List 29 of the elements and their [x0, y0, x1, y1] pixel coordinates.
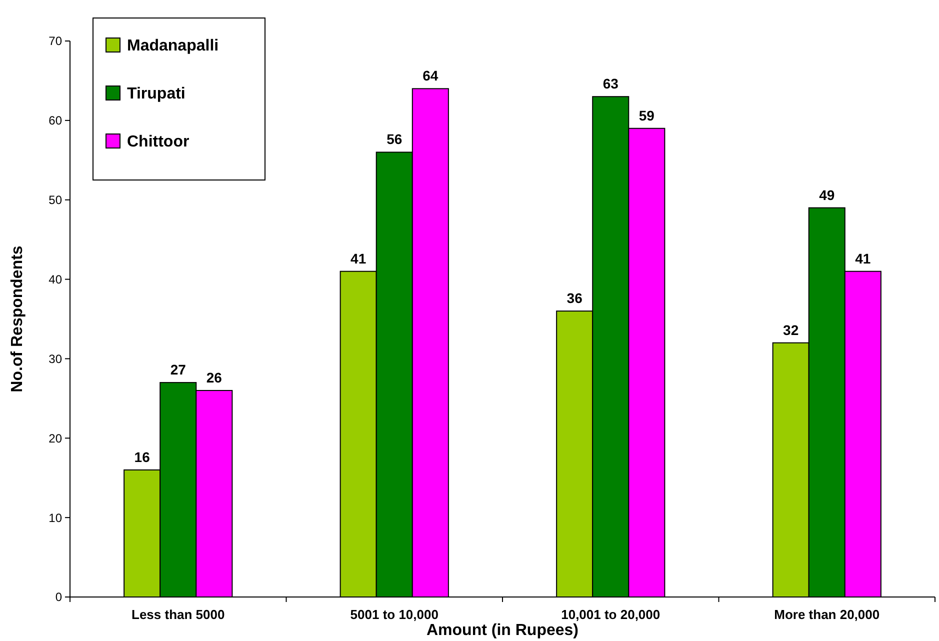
x-tick-label: Less than 5000: [132, 607, 225, 622]
y-tick-label: 50: [48, 193, 62, 208]
data-label: 59: [638, 107, 655, 124]
y-tick-label: 60: [48, 114, 62, 128]
legend-label: Madanapalli: [127, 38, 219, 55]
legend-label: Chittoor: [127, 134, 190, 151]
data-label: 27: [170, 362, 186, 378]
data-label: 56: [386, 131, 402, 148]
data-label: 36: [566, 290, 583, 306]
y-tick-label: 0: [55, 590, 62, 604]
data-label: 64: [422, 68, 438, 84]
x-tick-label: More than 20,000: [774, 607, 880, 622]
y-axis-title: No.of Respondents: [9, 246, 26, 392]
y-tick-label: 30: [48, 352, 62, 366]
legend-label: Tirupati: [127, 86, 186, 103]
x-axis-title: Amount (in Rupees): [426, 622, 578, 639]
y-tick-label: 10: [48, 510, 62, 525]
y-tick-label: 20: [48, 431, 62, 446]
data-label: 41: [855, 250, 871, 266]
x-tick-label: 5001 to 10,000: [350, 607, 438, 622]
data-label: 16: [134, 448, 150, 465]
data-label: 49: [819, 186, 835, 203]
data-label: 32: [783, 322, 799, 338]
y-tick-label: 70: [48, 34, 62, 48]
data-label: 63: [602, 76, 619, 92]
data-label: 41: [350, 250, 366, 266]
x-tick-label: 10,001 to 20,000: [561, 607, 660, 622]
data-label: 26: [206, 369, 222, 386]
y-tick-label: 40: [48, 272, 62, 286]
